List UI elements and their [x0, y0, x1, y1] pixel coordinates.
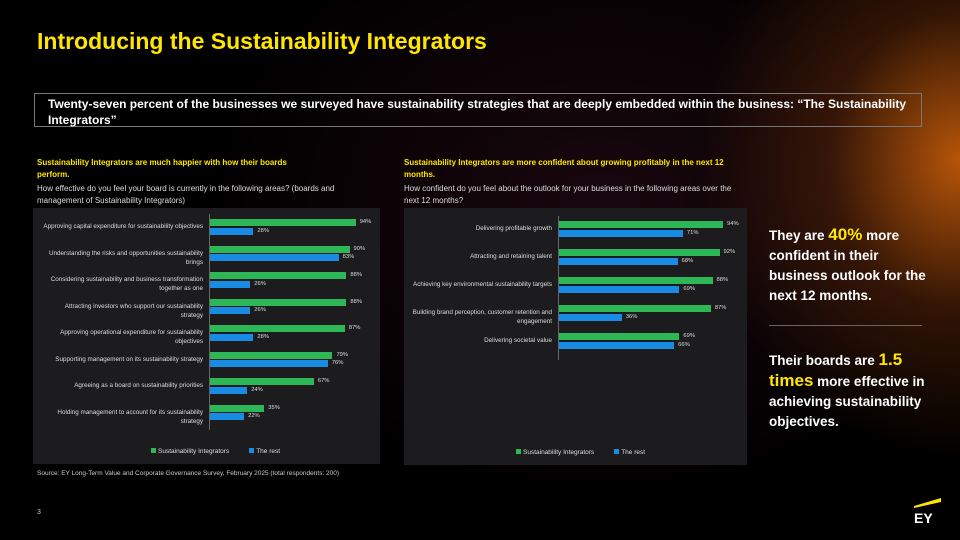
stat-confidence: They are 40% more confident in their bus…: [769, 225, 926, 303]
data-label: 88%: [350, 298, 362, 305]
bar-integrators: [559, 277, 713, 284]
outlook-confidence-chart: Delivering profitable growth 94% 71% Attrac…: [404, 208, 747, 465]
category-label: Attracting and retaining talent: [470, 253, 552, 260]
right-chart-subtitle: Sustainability Integrators are more conf…: [404, 158, 724, 179]
svg-text:EY: EY: [914, 510, 933, 524]
board-effectiveness-chart: Approving capital expenditure for sustai…: [33, 208, 380, 464]
bar-integrators: [559, 305, 711, 312]
category-label: Approving operational expenditure for su…: [60, 329, 203, 345]
data-label: 69%: [683, 285, 695, 292]
page-number: 3: [37, 509, 41, 516]
category-label: Achieving key environmental sustainabili…: [413, 281, 552, 288]
category-label: Considering sustainability and business …: [50, 276, 203, 292]
bar-the-rest: [559, 313, 622, 321]
source-note: Source: EY Long-Term Value and Corporate…: [37, 470, 340, 477]
legend-item: Sustainability Integrators: [516, 449, 594, 456]
category-label: Attracting investors who support our sus…: [64, 302, 203, 319]
data-label: 35%: [268, 404, 280, 411]
bar-integrators: [210, 325, 345, 332]
data-label: 36%: [625, 313, 638, 320]
bar-the-rest: [210, 386, 248, 394]
bar-integrators: [559, 249, 720, 256]
data-label: 26%: [254, 280, 266, 287]
bar-the-rest: [559, 229, 683, 237]
divider: [769, 325, 922, 326]
bar-integrators: [210, 378, 314, 385]
data-label: 67%: [317, 378, 330, 384]
bar-integrators: [210, 404, 265, 412]
bar-the-rest: [210, 413, 245, 420]
category-label: Delivering societal value: [484, 337, 552, 344]
data-label: 83%: [342, 254, 355, 260]
bar-the-rest: [210, 227, 254, 235]
legend-item: Sustainability Integrators: [151, 448, 229, 455]
data-label: 69%: [683, 333, 695, 339]
category-label: Understanding the risks and opportunitie…: [48, 249, 203, 266]
bar-integrators: [559, 221, 724, 228]
bar-integrators: [210, 272, 347, 279]
left-chart-subtitle: Sustainability Integrators are much happ…: [37, 158, 287, 179]
page-title: Introducing the Sustainability Integrato…: [37, 28, 487, 54]
data-label: 94%: [727, 221, 739, 227]
bar-the-rest: [210, 254, 339, 261]
bar-integrators: [210, 219, 356, 226]
data-label: 79%: [336, 351, 349, 358]
category-label: Approving capital expenditure for sustai…: [43, 223, 203, 230]
bar-integrators: [210, 298, 347, 306]
bar-the-rest: [210, 360, 328, 367]
bar-integrators: [210, 351, 333, 359]
data-label: 66%: [678, 341, 690, 348]
bar-the-rest: [210, 280, 251, 288]
data-label: 76%: [331, 360, 344, 366]
data-label: 28%: [257, 333, 269, 340]
data-label: 88%: [716, 277, 729, 283]
category-label: Supporting management on its sustainabil…: [55, 355, 203, 363]
bar-integrators: [559, 333, 680, 340]
data-label: 28%: [257, 227, 269, 234]
category-label: Building brand perception, customer rete…: [412, 309, 552, 325]
bar-the-rest: [559, 341, 675, 349]
chart-axis: [209, 214, 210, 430]
data-label: 71%: [686, 229, 699, 236]
data-label: 87%: [348, 325, 361, 331]
data-label: 68%: [681, 257, 694, 264]
legend-swatch: [516, 449, 521, 454]
category-label: Holding management to account for its su…: [57, 408, 203, 425]
category-label: Agreeing as a board on sustainability pr…: [74, 382, 203, 389]
chart-axis: [558, 216, 559, 360]
bar-the-rest: [210, 333, 254, 341]
data-label: 88%: [350, 272, 362, 278]
data-label: 26%: [254, 307, 266, 313]
stat-board-effectiveness: Their boards are 1.5 times more effectiv…: [769, 350, 925, 429]
legend-label: The rest: [256, 448, 281, 455]
bar-the-rest: [210, 307, 251, 314]
chart-legend: Sustainability Integrators The rest: [516, 449, 645, 456]
legend-label: Sustainability Integrators: [158, 448, 230, 455]
data-label: 94%: [359, 219, 372, 225]
legend-swatch: [151, 448, 156, 453]
legend-swatch: [614, 449, 620, 454]
data-label: 90%: [353, 245, 366, 252]
legend-item: The rest: [249, 448, 280, 455]
ey-logo: EY: [914, 498, 941, 524]
data-label: 22%: [248, 413, 260, 419]
bar-integrators: [210, 245, 350, 253]
left-chart-question: How effective do you feel your board is …: [37, 184, 335, 205]
legend-item: The rest: [614, 449, 645, 456]
chart-legend: Sustainability Integrators The rest: [151, 448, 280, 455]
banner-text: Twenty-seven percent of the businesses w…: [34, 93, 922, 127]
category-label: Delivering profitable growth: [475, 225, 552, 232]
bar-the-rest: [559, 285, 680, 293]
data-label: 24%: [251, 386, 263, 393]
legend-swatch: [249, 448, 255, 453]
legend-label: Sustainability Integrators: [523, 449, 595, 456]
data-label: 87%: [714, 305, 727, 311]
right-chart-question: How confident do you feel about the outl…: [404, 184, 732, 205]
legend-label: The rest: [621, 449, 646, 456]
bar-the-rest: [559, 257, 678, 265]
data-label: 92%: [723, 249, 736, 255]
